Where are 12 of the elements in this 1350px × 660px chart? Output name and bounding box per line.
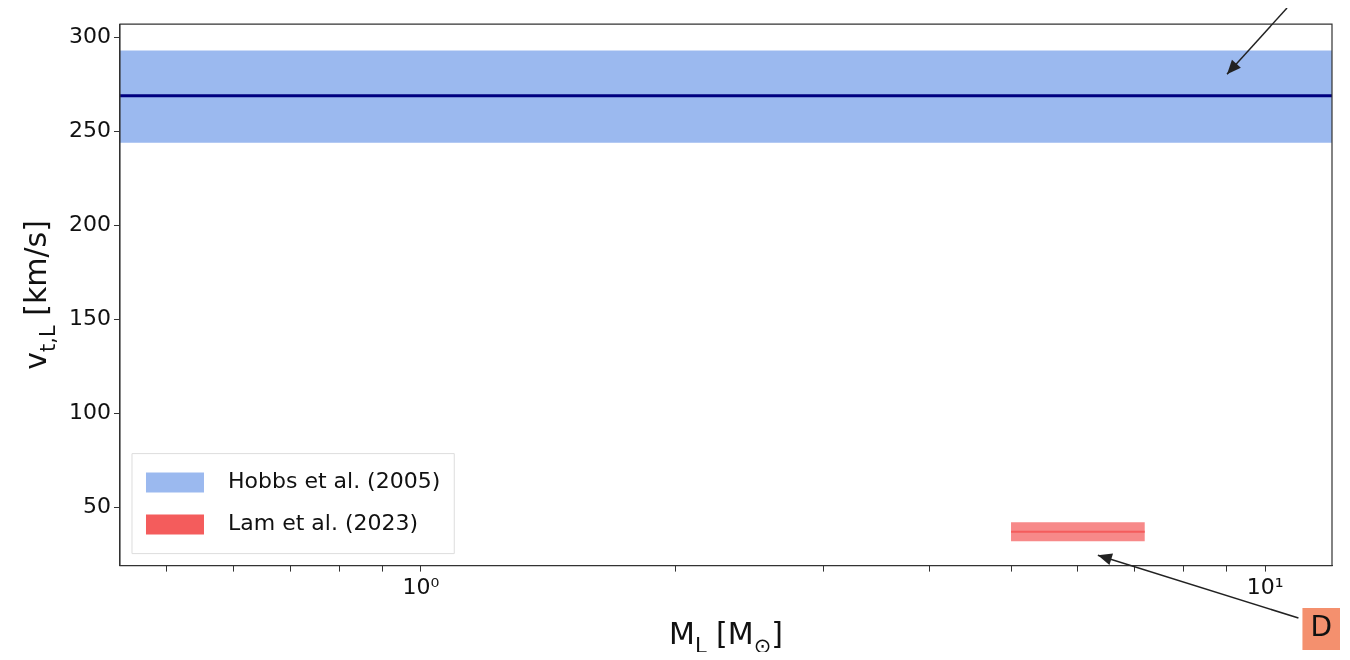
x-tick-label: 10⁰ — [402, 573, 440, 599]
y-tick-label: 50 — [82, 493, 111, 519]
y-tick-label: 100 — [68, 399, 111, 425]
y-axis-title: vt,L [km/s] — [18, 220, 60, 370]
y-tick-label: 250 — [68, 117, 111, 143]
legend-label: Lam et al. (2023) — [227, 510, 419, 536]
y-tick-label: 150 — [68, 305, 111, 331]
text: D — [1310, 610, 1332, 644]
legend-label: Hobbs et al. (2005) — [227, 468, 441, 494]
x-tick-label: 10¹ — [1246, 573, 1284, 599]
y-tick-label: 300 — [68, 23, 111, 49]
y-tick-label: 200 — [68, 211, 111, 237]
